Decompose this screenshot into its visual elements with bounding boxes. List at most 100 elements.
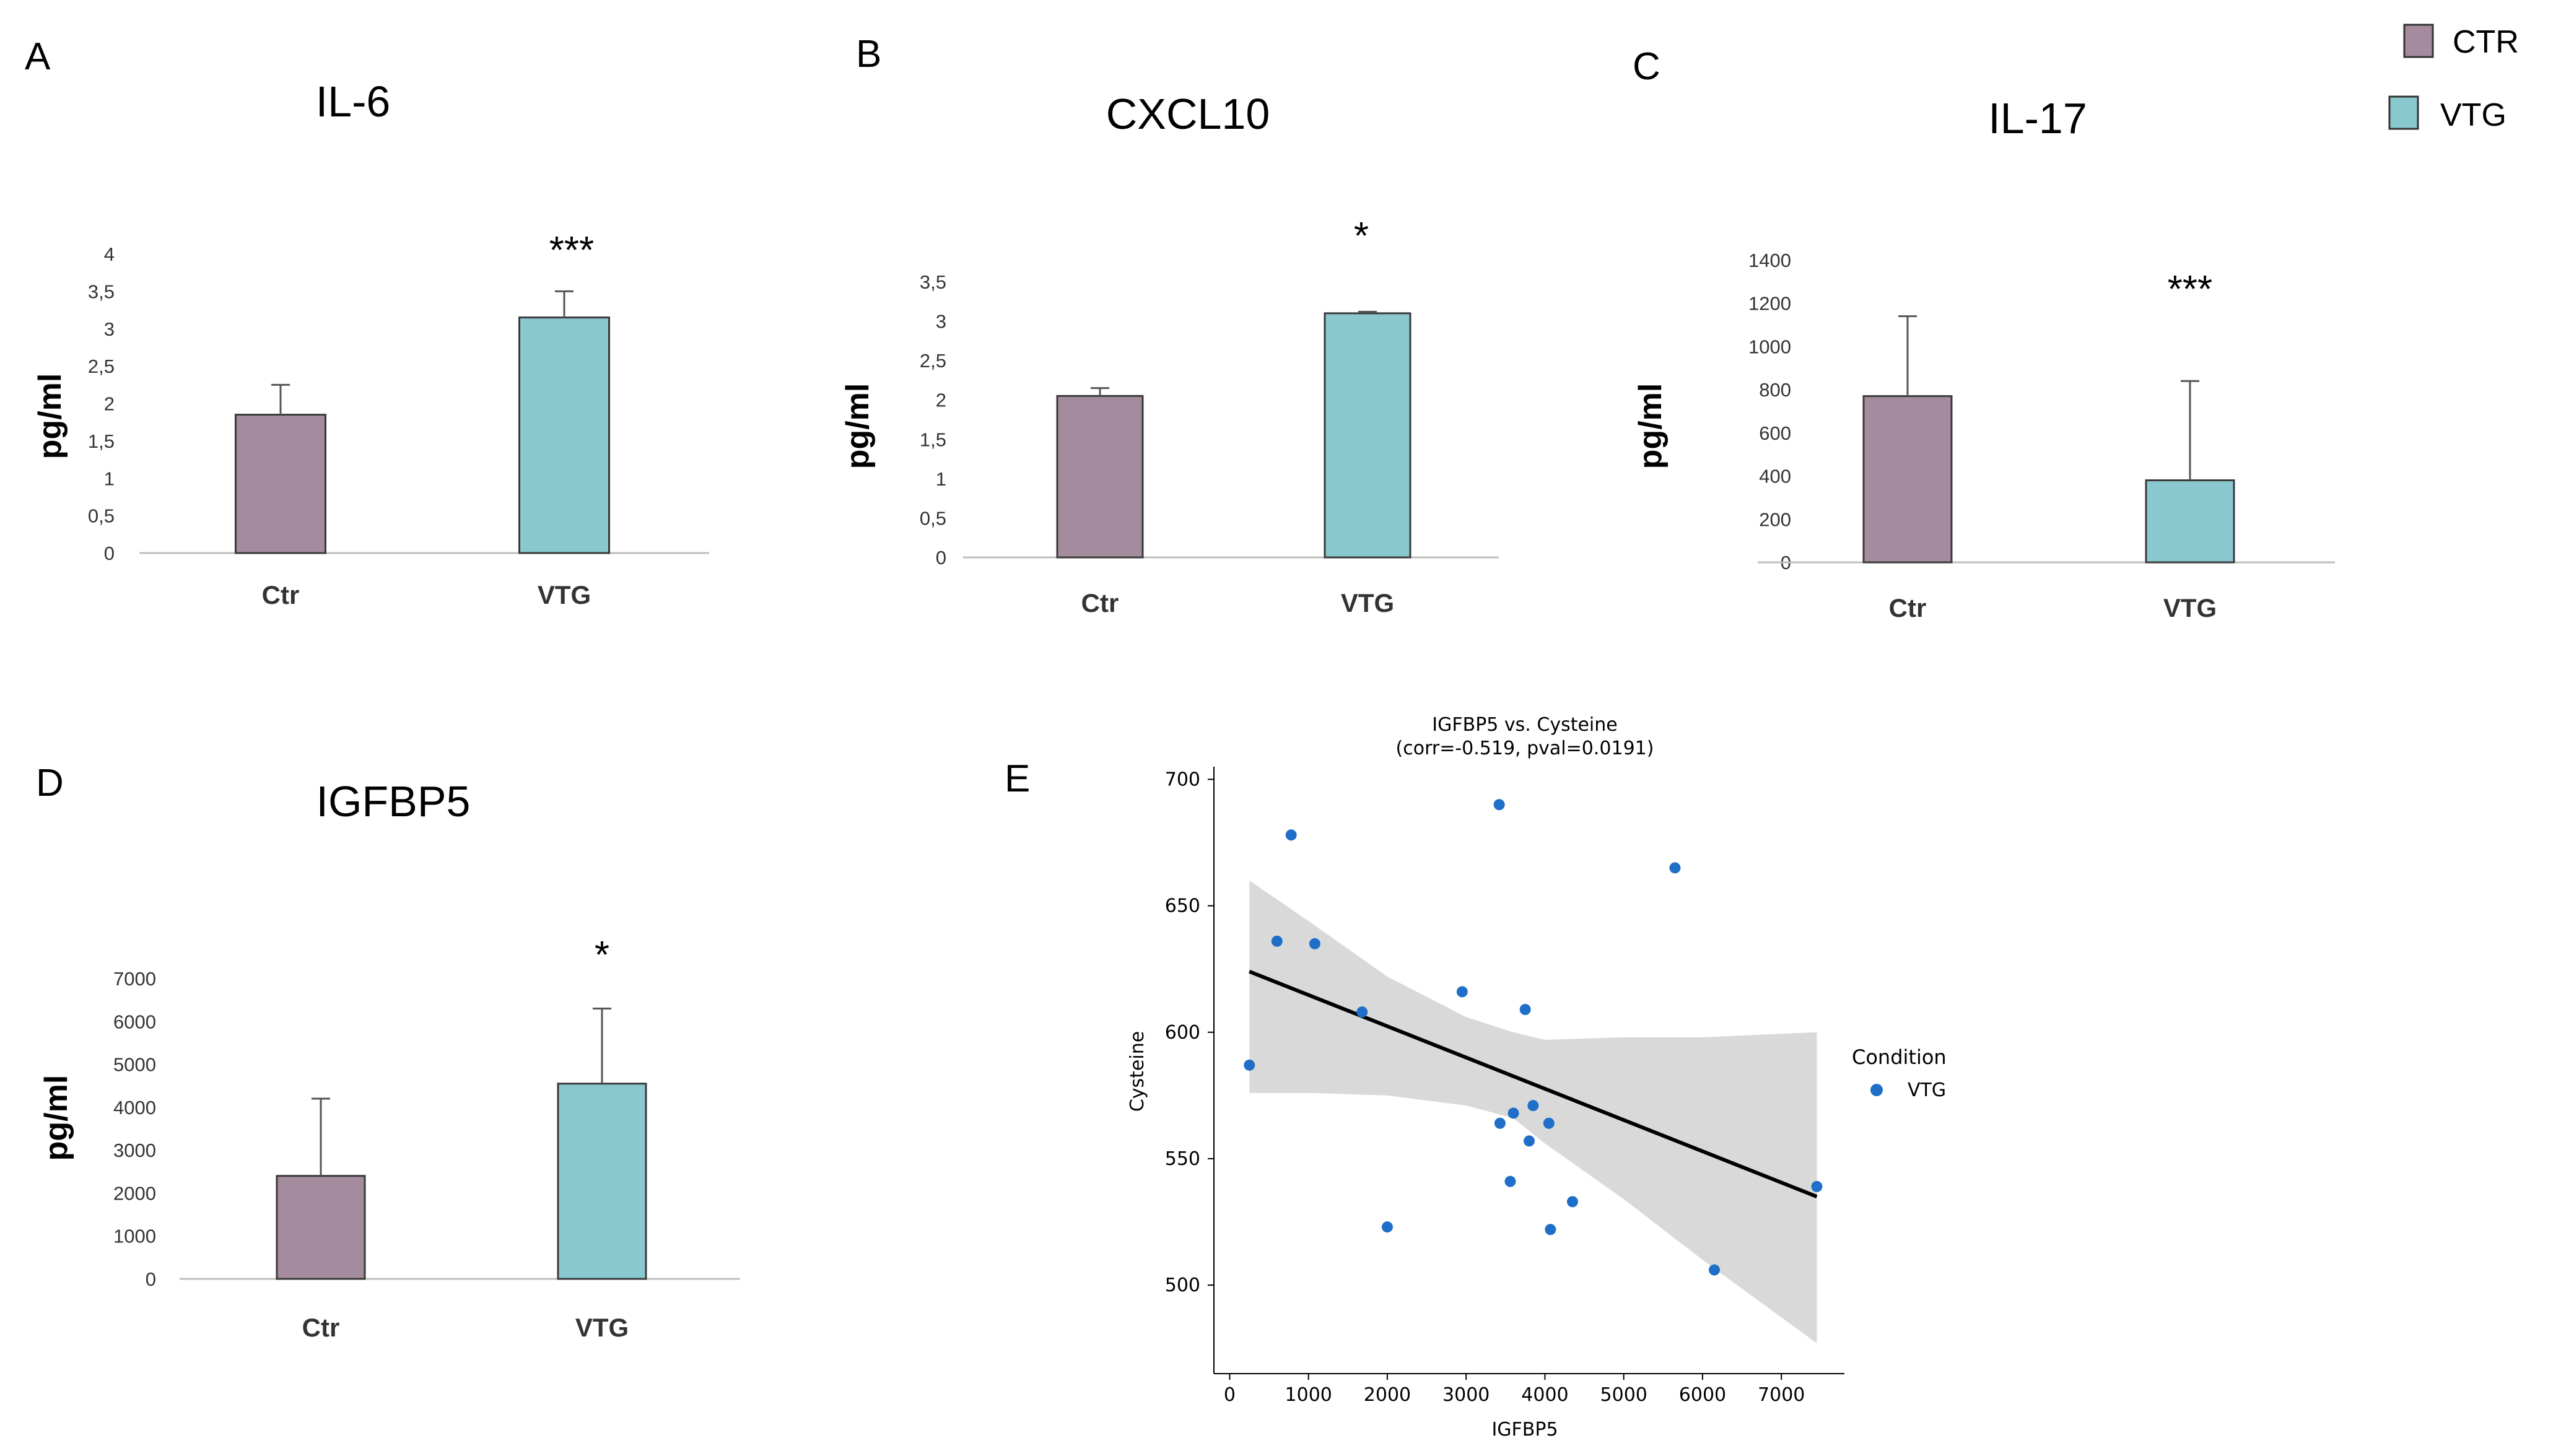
bar-vtg — [1324, 312, 1411, 559]
legend-label-vtg: VTG — [1908, 1079, 1946, 1101]
scatter-points — [1244, 799, 1823, 1276]
significance-marker: * — [1354, 215, 1369, 258]
x-tick-label: 0 — [1224, 1384, 1236, 1406]
x-tick-label: 1000 — [1285, 1384, 1332, 1406]
bar-vtg — [557, 1083, 647, 1280]
x-tick-label: 2000 — [1364, 1384, 1411, 1406]
x-tick-label: VTG — [538, 580, 591, 609]
y-tick-label: 4 — [104, 243, 115, 265]
y-tick-label: 0,5 — [920, 507, 946, 529]
scatter-point — [1543, 1117, 1555, 1129]
bar-ctr — [1862, 395, 1953, 564]
legend-swatch-vtg — [2388, 95, 2419, 130]
y-tick-label: 1000 — [113, 1226, 156, 1247]
y-tick-label: 3,5 — [88, 281, 115, 302]
chart-title: IGFBP5 — [316, 777, 471, 826]
scatter-point — [1285, 829, 1297, 841]
y-tick-label: 650 — [1165, 896, 1200, 917]
y-tick-label: 0 — [936, 547, 946, 569]
panel-letter-c: C — [1633, 45, 1660, 88]
scatter-point — [1356, 1006, 1368, 1018]
x-tick-label: Ctr — [302, 1313, 340, 1342]
legend-title: Condition — [1852, 1045, 1947, 1069]
axes: 0 1000 2000 3000 4000 5000 6000 7000 500 550 600 65… — [1165, 767, 1844, 1406]
x-tick-label: 5000 — [1600, 1384, 1647, 1406]
y-tick-label: 1 — [936, 468, 946, 490]
legend-point-marker — [1870, 1084, 1883, 1096]
y-axis-label: pg/ml — [1633, 383, 1669, 469]
scatter-point — [1524, 1135, 1535, 1147]
y-tick-label: 7000 — [113, 968, 156, 990]
chart-title: IL-6 — [316, 77, 391, 126]
legend-swatch-ctr — [2403, 24, 2434, 58]
x-tick-label: 6000 — [1679, 1384, 1726, 1406]
y-tick-label: 3000 — [113, 1140, 156, 1161]
y-axis-label: pg/ml — [840, 383, 876, 469]
y-tick-label: 1400 — [1748, 250, 1791, 271]
y-tick-label: 2,5 — [920, 350, 946, 372]
y-axis-label: pg/ml — [38, 1075, 74, 1161]
y-tick-label: 1200 — [1748, 293, 1791, 315]
y-tick-label: 1000 — [1748, 336, 1791, 357]
chart-subtitle: (corr=-0.519, pval=0.0191) — [1396, 738, 1654, 759]
y-tick-label: 200 — [1759, 508, 1791, 530]
y-tick-label: 600 — [1165, 1022, 1200, 1044]
scatter-point — [1519, 1004, 1531, 1015]
scatter-point — [1709, 1264, 1721, 1276]
y-tick-label: 2000 — [113, 1182, 156, 1204]
y-tick-label: 3,5 — [920, 271, 946, 293]
x-axis-label: IGFBP5 — [1491, 1419, 1558, 1441]
x-tick-label: Ctr — [1889, 593, 1927, 622]
x-tick-label: VTG — [575, 1313, 629, 1342]
bars: Ctr VTG — [235, 290, 610, 609]
y-axis-label: pg/ml — [32, 373, 68, 460]
bars: Ctr VTG — [1056, 310, 1411, 617]
y-tick-label: 500 — [1165, 1275, 1200, 1296]
chart-panel-a: IL-6 pg/ml 0 0,5 1 1,5 2 2,5 3 3,5 4 Ctr VTG *** — [32, 77, 709, 609]
y-axis-label: Cysteine — [1127, 1031, 1148, 1112]
chart-panel-d: IGFBP5 pg/ml 0 1000 2000 3000 4000 5000 6000 70… — [38, 777, 740, 1342]
scatter-point — [1309, 938, 1320, 949]
bar-ctr — [1056, 395, 1144, 559]
confidence-band — [1249, 880, 1817, 1343]
y-tick-label: 2 — [104, 393, 115, 415]
scatter-point — [1381, 1221, 1393, 1233]
y-tick-label: 0 — [104, 543, 115, 564]
y-tick-label: 0,5 — [88, 505, 115, 527]
scatter-point — [1504, 1175, 1516, 1187]
panel-letter-a: A — [25, 35, 51, 78]
y-tick-label: 600 — [1759, 422, 1791, 444]
x-tick-label: Ctr — [262, 580, 300, 609]
bar-ctr — [276, 1175, 366, 1280]
chart-panel-b: CXCL10 pg/ml 0 0,5 1 1,5 2 2,5 3 3,5 Ctr VTG * — [840, 90, 1499, 617]
bar-vtg — [518, 316, 610, 554]
y-tick-label: 1,5 — [88, 430, 115, 452]
x-tick-label: 7000 — [1758, 1384, 1805, 1406]
scatter-point — [1271, 935, 1283, 947]
x-tick-label: 4000 — [1521, 1384, 1568, 1406]
scatter-point — [1527, 1100, 1539, 1112]
y-tick-label: 4000 — [113, 1097, 156, 1118]
x-tick-label: Ctr — [1081, 588, 1119, 617]
y-tick-label: 3 — [104, 318, 115, 340]
panel-letter-d: D — [36, 762, 64, 804]
legend: CTR VTG — [2388, 24, 2519, 133]
bars: Ctr VTG — [276, 1008, 647, 1342]
y-tick-label: 550 — [1165, 1148, 1200, 1170]
confidence-band-layer — [1249, 880, 1817, 1343]
bar-vtg — [2145, 479, 2235, 564]
panel-letter-b: B — [856, 33, 881, 76]
y-tick-label: 800 — [1759, 379, 1791, 401]
legend-label-vtg: VTG — [2440, 97, 2506, 133]
y-tick-label: 700 — [1165, 769, 1200, 790]
y-ticks: 0 0,5 1 1,5 2 2,5 3 3,5 4 — [88, 243, 709, 564]
scatter-point — [1456, 986, 1468, 998]
significance-marker: *** — [2168, 268, 2212, 311]
significance-marker: *** — [549, 229, 594, 272]
y-tick-label: 400 — [1759, 466, 1791, 487]
scatter-point — [1493, 799, 1505, 811]
scatter-point — [1811, 1180, 1823, 1192]
